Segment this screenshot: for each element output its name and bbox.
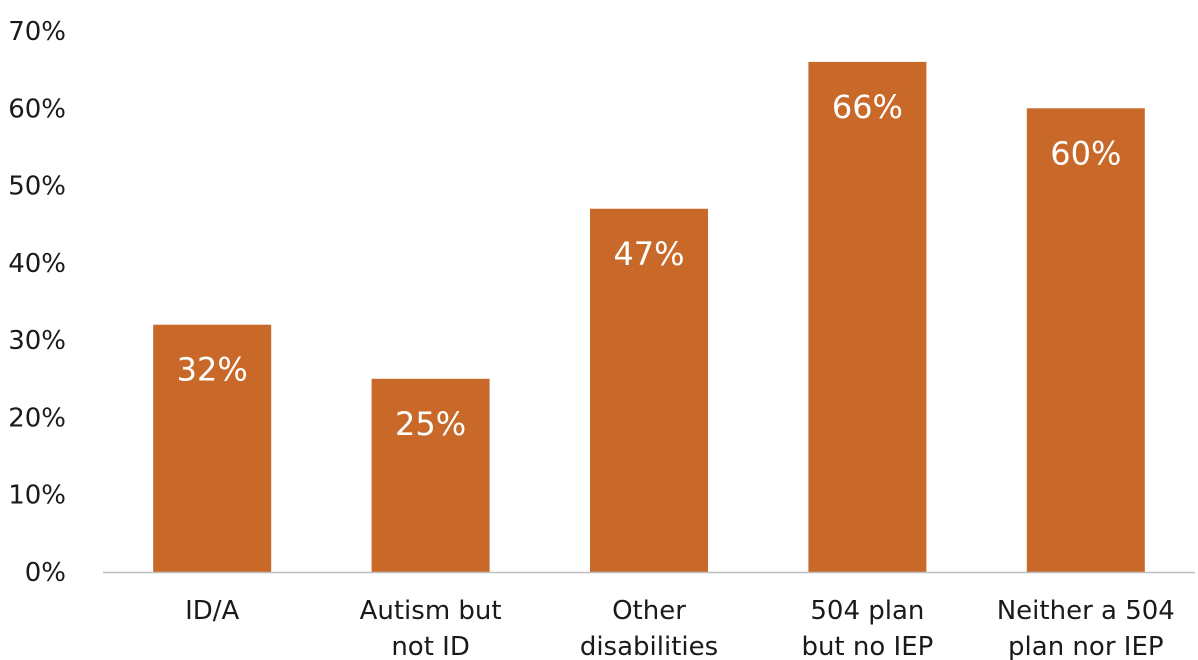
y-tick-label: 60%	[8, 94, 66, 124]
y-tick-label: 70%	[8, 17, 66, 47]
bars-group	[153, 61, 1145, 573]
category-label-line: not ID	[391, 632, 470, 660]
bar	[808, 61, 927, 573]
y-tick-label: 20%	[8, 403, 66, 433]
y-tick-label: 40%	[8, 249, 66, 279]
category-label: 504 plan but no IEP	[801, 596, 933, 660]
category-label-line: Neither a 504	[997, 596, 1175, 626]
category-label-line: Autism but	[360, 596, 502, 626]
y-tick-label: 50%	[8, 172, 66, 202]
category-label: Neither a 504 plan nor IEP	[997, 596, 1175, 660]
category-label-line: plan nor IEP	[1008, 632, 1164, 660]
category-label-line: but no IEP	[801, 632, 933, 660]
category-label: Autism but not ID	[360, 596, 502, 660]
bar-data-label: 60%	[1050, 134, 1121, 172]
category-label-line: ID/A	[185, 596, 239, 626]
y-tick-label: 0%	[25, 558, 66, 588]
category-labels-group: ID/A Autism but not ID Other disabilities 504…	[185, 596, 1175, 660]
bar	[153, 324, 272, 572]
bar	[371, 378, 490, 572]
category-label-line: 504 plan	[810, 596, 924, 626]
bar-data-label: 66%	[832, 88, 903, 126]
bar	[1026, 108, 1145, 573]
y-tick-label: 30%	[8, 326, 66, 356]
data-labels-group: 32% 25% 47% 66% 60%	[177, 88, 1122, 443]
category-label-line: Other	[612, 596, 686, 626]
bar	[590, 208, 708, 572]
bar-data-label: 25%	[395, 405, 466, 443]
bar-data-label: 32%	[177, 351, 248, 389]
y-tick-label: 10%	[8, 481, 66, 511]
bar-data-label: 47%	[613, 235, 684, 273]
y-axis-tick-labels: 0% 10% 20% 30% 40% 50% 60% 70%	[8, 17, 66, 588]
category-label: Other disabilities	[580, 596, 718, 660]
category-label-line: disabilities	[580, 632, 718, 660]
category-label: ID/A	[185, 596, 239, 626]
